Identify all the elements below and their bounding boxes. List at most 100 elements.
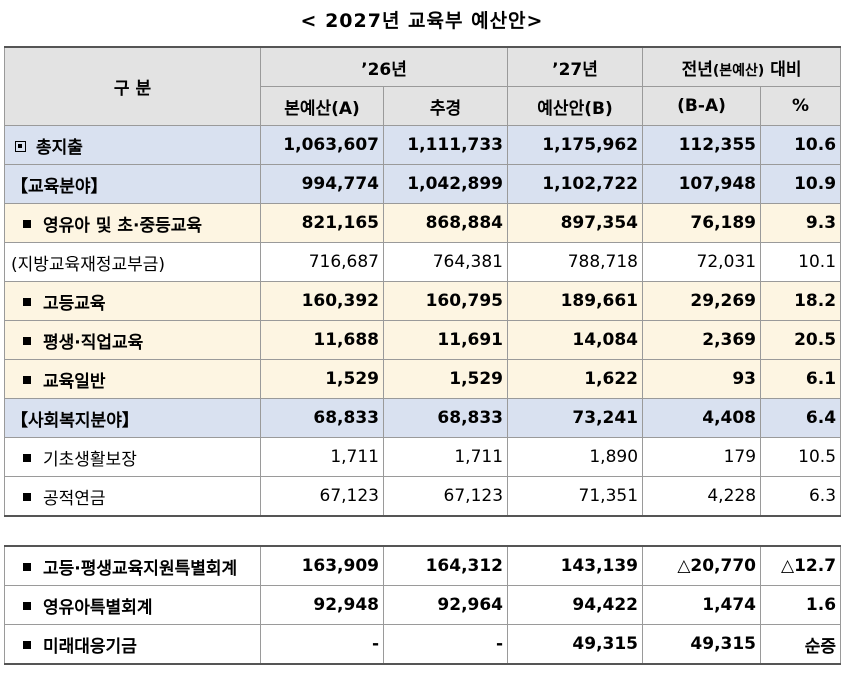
cell-percent: 18.2 <box>760 281 842 321</box>
row-label: 영유아특별회계 <box>43 597 153 618</box>
row-label: 영유아 및 초·중등교육 <box>43 215 203 236</box>
row-label: 총지출 <box>36 137 83 158</box>
cell-percent: 6.1 <box>760 359 842 399</box>
header-category: 구 분 <box>4 46 261 126</box>
cell-main-budget: 67,123 <box>260 476 384 517</box>
cell-budget-plan: 71,351 <box>507 476 644 517</box>
table-spacer <box>4 515 841 547</box>
cell-main-budget: 163,909 <box>260 545 384 586</box>
row-label: 평생·직업교육 <box>43 332 144 353</box>
bullet-icon <box>23 376 31 384</box>
cell-main-budget: 68,833 <box>260 398 384 438</box>
cell-budget-plan: 143,139 <box>507 545 644 586</box>
cell-difference: 179 <box>642 437 762 477</box>
cell-percent: 6.3 <box>760 476 842 517</box>
cell-difference: 93 <box>642 359 762 399</box>
cell-supplementary: 1,529 <box>382 359 509 399</box>
cell-percent: 9.3 <box>760 203 842 243</box>
row-label: 공적연금 <box>43 488 106 509</box>
cell-difference: △20,770 <box>642 545 762 586</box>
cell-difference: 1,474 <box>642 585 762 625</box>
header-supplementary: 추경 <box>382 86 509 126</box>
cell-percent: 20.5 <box>760 320 842 360</box>
row-label: 고등교육 <box>43 293 106 314</box>
cell-difference: 49,315 <box>642 624 762 665</box>
row-label: (지방교육재정교부금) <box>4 242 261 282</box>
bullet-icon <box>23 602 31 610</box>
square-bullet-icon <box>15 140 26 152</box>
bullet-icon <box>23 563 31 571</box>
cell-difference: 4,408 <box>642 398 762 438</box>
header-year-26: ’26년 <box>259 46 509 87</box>
cell-supplementary: - <box>382 624 509 665</box>
cell-supplementary: 1,711 <box>382 437 509 477</box>
header-percent: % <box>760 86 842 126</box>
header-vs-mid: (본예산) <box>712 62 765 79</box>
bullet-icon <box>23 641 31 649</box>
row-label: 기초생활보장 <box>43 449 137 470</box>
cell-budget-plan: 189,661 <box>507 281 644 321</box>
cell-difference: 76,189 <box>642 203 762 243</box>
bullet-icon <box>23 337 31 345</box>
cell-percent: 10.1 <box>760 242 842 282</box>
table-row: 공적연금 67,123 67,123 71,351 4,228 6.3 <box>4 476 842 517</box>
cell-main-budget: 1,711 <box>260 437 384 477</box>
cell-budget-plan: 1,175,962 <box>507 125 644 165</box>
cell-main-budget: 1,063,607 <box>260 125 384 165</box>
header-main-budget: 본예산(A) <box>260 86 384 126</box>
cell-budget-plan: 1,890 <box>507 437 644 477</box>
cell-budget-plan: 1,102,722 <box>507 164 644 204</box>
header-difference: (B-A) <box>642 86 762 126</box>
header-vs-suffix: 대비 <box>770 59 802 80</box>
header-vs-prefix: 전년 <box>681 59 713 80</box>
header-year-27: ’27년 <box>507 46 644 87</box>
cell-supplementary: 164,312 <box>382 545 509 586</box>
cell-main-budget: - <box>260 624 384 665</box>
table-row: 【교육분야】 994,774 1,042,899 1,102,722 107,9… <box>4 164 842 204</box>
table-row: 평생·직업교육 11,688 11,691 14,084 2,369 20.5 <box>4 320 842 360</box>
table-row: 총지출 1,063,607 1,111,733 1,175,962 112,35… <box>4 125 842 165</box>
header-vs-previous: 전년(본예산) 대비 <box>642 46 842 87</box>
cell-difference: 29,269 <box>642 281 762 321</box>
cell-percent: 10.5 <box>760 437 842 477</box>
cell-percent: 10.9 <box>760 164 842 204</box>
table-row: 고등·평생교육지원특별회계 163,909 164,312 143,139 △2… <box>4 545 842 586</box>
bullet-icon <box>23 220 31 228</box>
cell-budget-plan: 94,422 <box>507 585 644 625</box>
row-label: 미래대응기금 <box>43 636 137 657</box>
cell-supplementary: 868,884 <box>382 203 509 243</box>
cell-budget-plan: 73,241 <box>507 398 644 438</box>
cell-main-budget: 92,948 <box>260 585 384 625</box>
cell-main-budget: 11,688 <box>260 320 384 360</box>
cell-supplementary: 1,111,733 <box>382 125 509 165</box>
cell-budget-plan: 897,354 <box>507 203 644 243</box>
cell-percent: △12.7 <box>760 545 842 586</box>
table-row: 기초생활보장 1,711 1,711 1,890 179 10.5 <box>4 437 842 477</box>
bullet-icon <box>23 298 31 306</box>
cell-budget-plan: 788,718 <box>507 242 644 282</box>
cell-percent: 6.4 <box>760 398 842 438</box>
row-label: 교육일반 <box>43 371 106 392</box>
bullet-icon <box>23 493 31 501</box>
cell-supplementary: 92,964 <box>382 585 509 625</box>
page-title: < 2027년 교육부 예산안> <box>300 10 544 32</box>
cell-supplementary: 11,691 <box>382 320 509 360</box>
cell-budget-plan: 14,084 <box>507 320 644 360</box>
table-row: 미래대응기금 - - 49,315 49,315 순증 <box>4 624 842 665</box>
bullet-icon <box>23 454 31 462</box>
cell-budget-plan: 1,622 <box>507 359 644 399</box>
cell-percent: 순증 <box>760 624 842 665</box>
cell-main-budget: 160,392 <box>260 281 384 321</box>
cell-difference: 72,031 <box>642 242 762 282</box>
cell-budget-plan: 49,315 <box>507 624 644 665</box>
cell-supplementary: 1,042,899 <box>382 164 509 204</box>
cell-supplementary: 764,381 <box>382 242 509 282</box>
cell-difference: 2,369 <box>642 320 762 360</box>
table-row: 교육일반 1,529 1,529 1,622 93 6.1 <box>4 359 842 399</box>
cell-main-budget: 716,687 <box>260 242 384 282</box>
cell-supplementary: 68,833 <box>382 398 509 438</box>
cell-percent: 1.6 <box>760 585 842 625</box>
header-budget-plan: 예산안(B) <box>507 86 644 126</box>
row-label: 【교육분야】 <box>4 164 261 204</box>
row-label: 고등·평생교육지원특별회계 <box>43 558 238 579</box>
